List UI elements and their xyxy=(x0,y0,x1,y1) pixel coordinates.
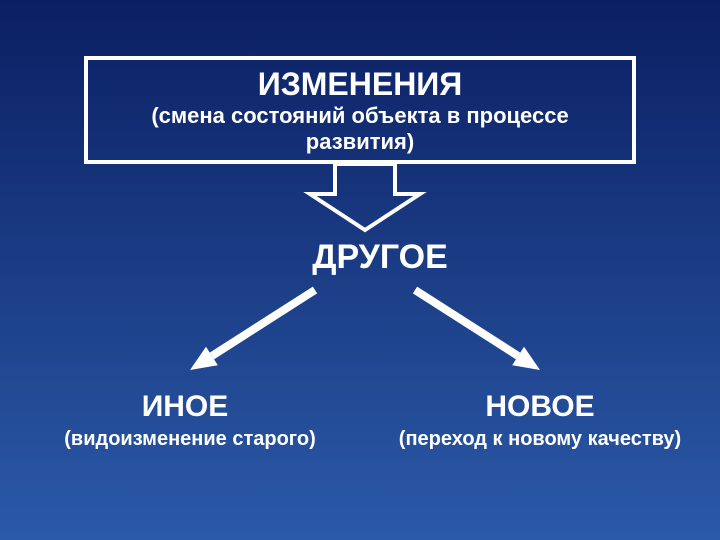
slide: ИЗМЕНЕНИЯ (смена состояний объекта в про… xyxy=(0,0,720,540)
block-arrow-down-icon xyxy=(310,164,420,230)
left-branch-subtitle: (видоизменение старого) xyxy=(40,428,340,451)
middle-label: ДРУГОЕ xyxy=(290,238,470,277)
right-branch-title: НОВОЕ xyxy=(440,390,640,424)
right-branch-subtitle: (переход к новому качеству) xyxy=(380,428,700,451)
header-subtitle: (смена состояний объекта в процессе разв… xyxy=(102,103,618,155)
header-title: ИЗМЕНЕНИЯ xyxy=(258,66,463,103)
left-branch-title: ИНОЕ xyxy=(100,390,270,424)
split-arrow-left-icon xyxy=(190,290,315,370)
split-arrow-right-icon xyxy=(415,290,540,370)
header-box: ИЗМЕНЕНИЯ (смена состояний объекта в про… xyxy=(84,56,636,164)
